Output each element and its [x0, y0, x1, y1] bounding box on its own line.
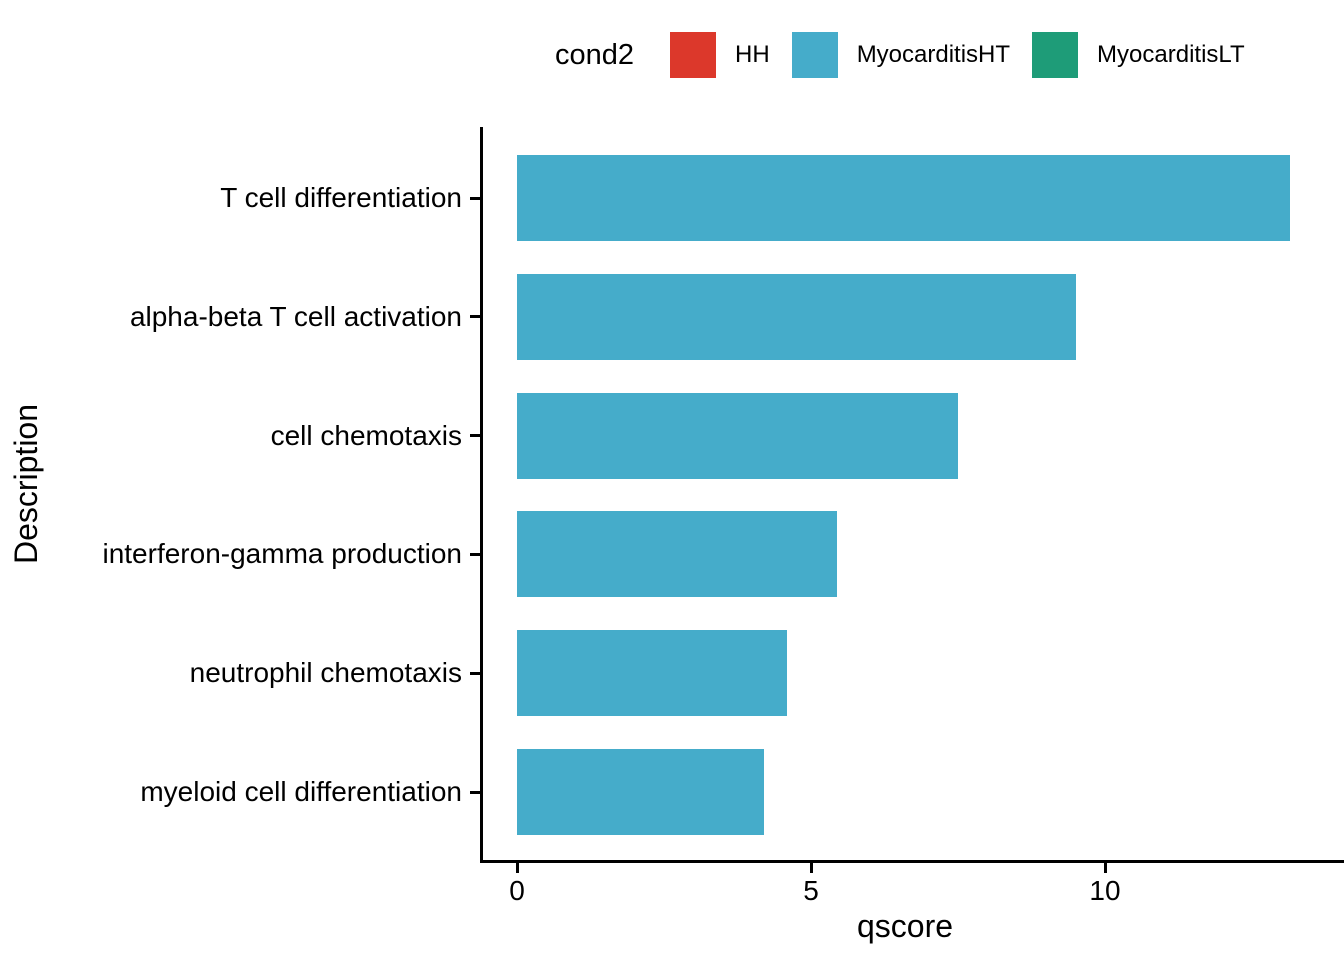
- x-axis-tick: [1103, 863, 1107, 873]
- y-axis-tick-label: myeloid cell differentiation: [140, 776, 462, 807]
- y-axis-tick: [470, 196, 480, 200]
- y-axis-tick-label: alpha-beta T cell activation: [129, 300, 462, 332]
- y-axis-tick: [470, 671, 480, 675]
- x-axis-tick-label: 10: [1089, 875, 1121, 906]
- x-axis-tick-label: 0: [509, 875, 525, 906]
- y-axis-tick: [470, 790, 480, 794]
- bar-3: [517, 392, 958, 479]
- legend-item-label: HH: [735, 41, 770, 68]
- bar-2: [517, 273, 1076, 360]
- legend: cond2 HH MyocarditisHT MyocarditisLT: [555, 28, 1267, 82]
- y-axis-line: [480, 127, 483, 863]
- y-axis-tick-label: T cell differentiation: [220, 182, 462, 213]
- bar-6: [517, 749, 764, 835]
- legend-title: cond2: [555, 38, 635, 71]
- bar-5: [517, 630, 788, 717]
- legend-key-swatch: [791, 32, 838, 78]
- bar-1: [517, 155, 1291, 241]
- x-axis-tick: [515, 863, 519, 873]
- x-axis-line: [480, 860, 1344, 863]
- y-axis-title: Description: [8, 403, 44, 565]
- legend-key-swatch: [670, 32, 717, 78]
- x-axis-tick-label: 5: [803, 875, 819, 906]
- legend-item: MyocarditisLT: [1032, 32, 1245, 78]
- x-axis-tick: [809, 863, 813, 873]
- legend-item-label: MyocarditisHT: [856, 41, 1011, 68]
- legend-key-swatch: [1032, 32, 1079, 78]
- y-axis-tick: [470, 552, 480, 556]
- x-axis-title: qscore: [856, 908, 954, 944]
- y-axis-tick: [470, 434, 480, 438]
- y-axis-tick: [470, 315, 480, 319]
- legend-item-label: MyocarditisLT: [1097, 41, 1245, 68]
- y-axis-tick-label: cell chemotaxis: [270, 419, 462, 451]
- legend-item: HH: [670, 32, 770, 78]
- y-axis-tick-label: neutrophil chemotaxis: [189, 657, 462, 689]
- bar-4: [517, 511, 838, 598]
- legend-item: MyocarditisHT: [791, 32, 1011, 78]
- y-axis-tick-label: interferon-gamma production: [102, 538, 462, 570]
